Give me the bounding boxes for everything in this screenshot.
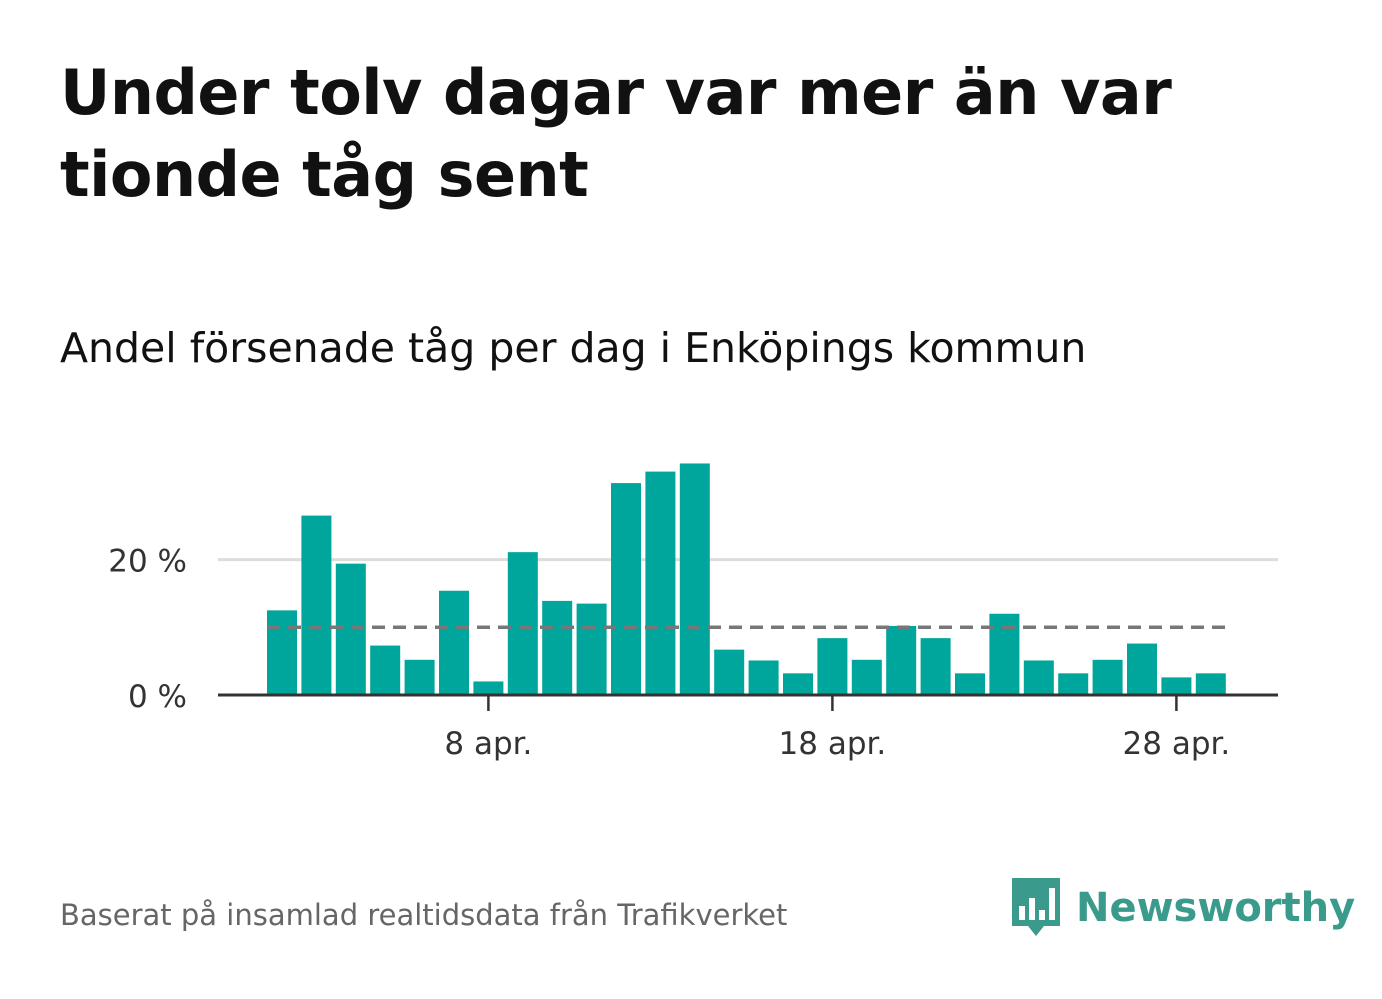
newsworthy-logo-icon <box>1012 878 1060 936</box>
x-tick-label: 18 apr. <box>779 726 887 762</box>
bar: 13 apr.: 33 % <box>645 471 676 695</box>
bar: 8 apr.: 2 % <box>473 681 504 695</box>
bar: 10 apr.: 13.9 % <box>542 600 573 695</box>
newsworthy-logo: Newsworthy <box>1010 876 1355 940</box>
bar: 20 apr.: 10.2 % <box>886 625 917 695</box>
bars: 2 apr.: 12.5 %3 apr.: 26.5 %4 apr.: 19.4… <box>267 463 1226 695</box>
bar: 9 apr.: 21.1 % <box>507 552 538 695</box>
bar: 18 apr.: 8.4 % <box>817 638 848 695</box>
bar: 6 apr.: 5.2 % <box>404 659 435 695</box>
x-tick-label: 8 apr. <box>444 726 532 762</box>
bar: 22 apr.: 3.2 % <box>955 673 985 695</box>
bar: 7 apr.: 15.4 % <box>439 590 469 695</box>
bar: 24 apr.: 5.1 % <box>1023 660 1054 695</box>
bar: 15 apr.: 6.7 % <box>714 649 745 695</box>
bar: 17 apr.: 3.2 % <box>783 673 813 695</box>
bar: 3 apr.: 26.5 % <box>301 515 332 695</box>
bar: 19 apr.: 5.2 % <box>851 659 882 695</box>
bar: 11 apr.: 13.5 % <box>576 603 607 695</box>
bar: 16 apr.: 5.1 % <box>748 660 779 695</box>
bar: 2 apr.: 12.5 % <box>267 610 297 695</box>
x-axis-ticks: 8 apr. 18 apr. 28 apr. <box>444 695 1230 762</box>
y-tick-label: 20 % <box>108 544 187 580</box>
bar: 5 apr.: 7.3 % <box>370 645 401 695</box>
brand-name: Newsworthy <box>1076 885 1356 931</box>
y-axis-ticks: 0 % 20 % <box>108 544 187 715</box>
bar: 27 apr.: 7.6 % <box>1127 643 1157 695</box>
chart-title: Under tolv dagar var mer än var tionde t… <box>60 56 1172 211</box>
bar: 26 apr.: 5.2 % <box>1092 659 1123 695</box>
bar: 12 apr.: 31.3 % <box>611 483 641 695</box>
bar: 25 apr.: 3.2 % <box>1058 673 1089 695</box>
source-note: Baserat på insamlad realtidsdata från Tr… <box>60 898 788 932</box>
bar: 29 apr.: 3.2 % <box>1195 673 1226 695</box>
y-tick-label: 0 % <box>128 679 187 715</box>
bar: 4 apr.: 19.4 % <box>335 563 366 695</box>
bar: 28 apr.: 2.6 % <box>1161 677 1192 695</box>
x-tick-label: 28 apr. <box>1123 726 1231 762</box>
bar: 21 apr.: 8.4 % <box>920 638 951 695</box>
chart-subtitle: Andel försenade tåg per dag i Enköpings … <box>60 324 1087 372</box>
bar: 14 apr.: 34.2 % <box>679 463 710 695</box>
